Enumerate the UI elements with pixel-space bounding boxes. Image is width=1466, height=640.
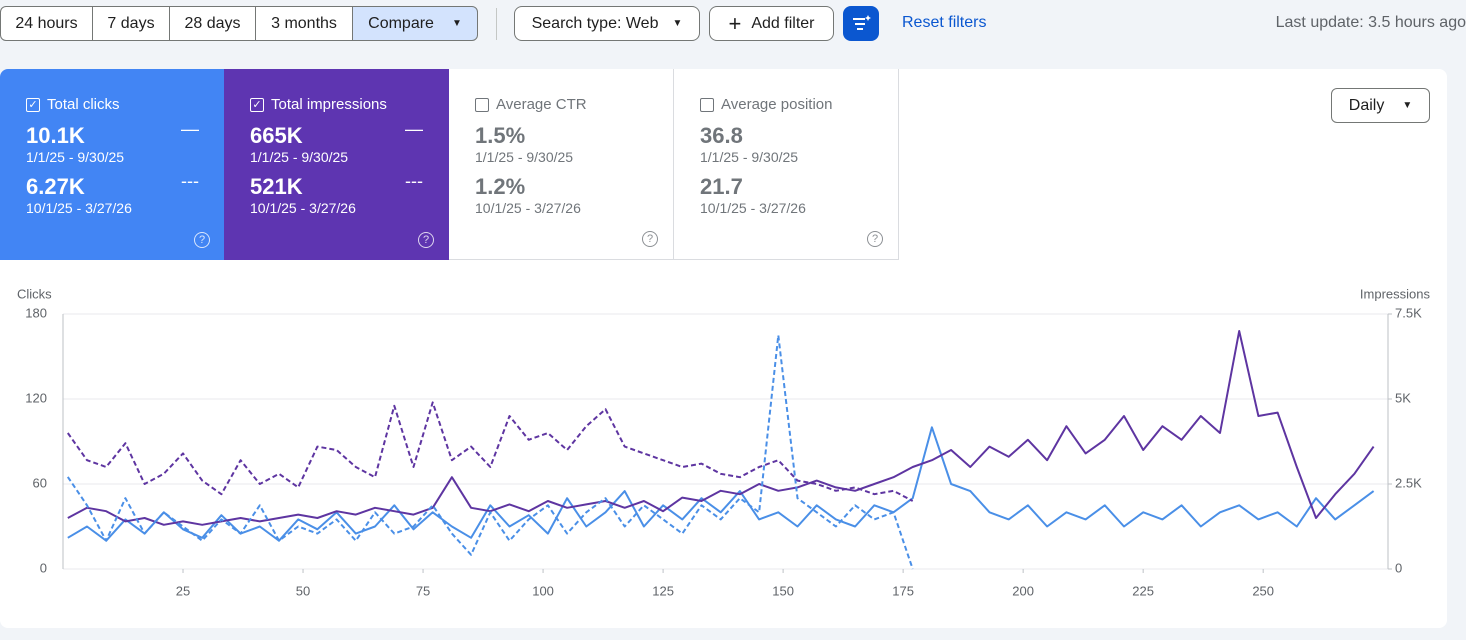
- metric-range: 1/1/25 - 9/30/25: [250, 149, 349, 165]
- series-line: [66, 334, 914, 570]
- compare-button[interactable]: Compare ▼: [352, 6, 478, 41]
- y-tick-label: 120: [25, 390, 47, 405]
- metric-range: 10/1/25 - 3/27/26: [26, 200, 132, 216]
- last-update: Last update: 3.5 hours ago: [1275, 14, 1466, 31]
- metric-range: 1/1/25 - 9/30/25: [475, 149, 574, 165]
- x-tick-label: 100: [532, 583, 554, 598]
- metric-value: 21.7: [700, 174, 743, 199]
- x-tick-label: 250: [1252, 583, 1274, 598]
- y-tick-label: 180: [25, 305, 47, 320]
- metric-range: 10/1/25 - 3/27/26: [250, 200, 356, 216]
- dashed-indicator: ---: [181, 171, 199, 191]
- checkbox: ✓: [26, 97, 40, 112]
- metric-range: 10/1/25 - 3/27/26: [700, 200, 806, 216]
- metric-label: Average position: [721, 96, 833, 113]
- metric-value: 665K: [250, 123, 303, 148]
- series-line: [67, 330, 1375, 526]
- solid-indicator: —: [181, 119, 199, 139]
- metric-label: Total impressions: [271, 96, 387, 113]
- metric-value: 36.8: [700, 123, 743, 148]
- y-axis-title: Clicks: [17, 286, 52, 301]
- x-tick-label: 25: [176, 583, 190, 598]
- caret: ▼: [672, 18, 683, 29]
- range-button[interactable]: 7 days: [92, 6, 170, 41]
- x-tick-label: 175: [892, 583, 914, 598]
- metric-value: 10.1K: [26, 123, 85, 148]
- metric-range: 1/1/25 - 9/30/25: [26, 149, 125, 165]
- help-icon[interactable]: ?: [642, 231, 658, 247]
- range-button[interactable]: 28 days: [169, 6, 256, 41]
- y2-tick-label: 0: [1395, 560, 1402, 575]
- metric-card[interactable]: Average CTR 1.5% 1/1/25 - 9/30/25 1.2% 1…: [449, 69, 674, 260]
- x-tick-label: 225: [1132, 583, 1154, 598]
- caret: ▼: [1402, 100, 1413, 111]
- add-filter-button[interactable]: + Add filter: [709, 6, 834, 41]
- metric-card[interactable]: ✓ Total clicks 10.1K 1/1/25 - 9/30/25 6.2…: [0, 69, 225, 260]
- checkbox: [700, 97, 714, 112]
- y2-tick-label: 7.5K: [1395, 305, 1422, 320]
- help-icon[interactable]: ?: [418, 232, 434, 248]
- granularity-text: Daily: [1348, 96, 1385, 114]
- metric-value: 6.27K: [26, 174, 85, 199]
- series-line: [66, 401, 914, 502]
- dashed-indicator: ---: [405, 171, 423, 191]
- help-icon[interactable]: ?: [867, 231, 883, 247]
- divider: [496, 8, 497, 40]
- filter-icon: [853, 15, 871, 30]
- performance-panel: ✓ Total clicks 10.1K 1/1/25 - 9/30/25 6.2…: [0, 69, 1447, 628]
- range-button[interactable]: 3 months: [255, 6, 353, 41]
- metric-value: 1.2%: [475, 174, 526, 199]
- metric-card[interactable]: Average position 36.8 1/1/25 - 9/30/25 2…: [674, 69, 899, 260]
- add-filter-text: Add filter: [751, 14, 815, 32]
- series-line: [67, 426, 1375, 542]
- metric-range: 1/1/25 - 9/30/25: [700, 149, 799, 165]
- x-tick-label: 150: [772, 583, 794, 598]
- granularity-dropdown[interactable]: Daily ▼: [1331, 88, 1430, 123]
- reset-filters[interactable]: Reset filters: [902, 14, 987, 31]
- x-tick-label: 125: [652, 583, 674, 598]
- help-icon[interactable]: ?: [194, 232, 210, 248]
- y-tick-label: 0: [40, 560, 47, 575]
- caret: ▼: [451, 18, 462, 29]
- compare-text: Compare: [368, 14, 434, 32]
- x-tick-label: 200: [1012, 583, 1034, 598]
- metric-value: 1.5%: [475, 123, 526, 148]
- range-button[interactable]: 24 hours: [0, 6, 93, 41]
- x-tick-label: 75: [416, 583, 430, 598]
- y2-tick-label: 5K: [1395, 390, 1411, 405]
- search-type-text: Search type: Web: [531, 14, 659, 32]
- checkbox: [475, 97, 489, 112]
- chart: Clicks Impressions 0 60 120 180 0 2.5K 5K 7.5K 2…: [17, 286, 1431, 598]
- x-tick-label: 50: [296, 583, 310, 598]
- metric-label: Average CTR: [496, 96, 587, 113]
- solid-indicator: —: [405, 119, 423, 139]
- y-tick-label: 60: [33, 475, 47, 490]
- y2-axis-title: Impressions: [1360, 286, 1431, 301]
- checkbox: ✓: [250, 97, 264, 112]
- metric-card[interactable]: ✓ Total impressions 665K 1/1/25 - 9/30/25…: [224, 69, 449, 260]
- metric-label: Total clicks: [47, 96, 120, 113]
- y2-tick-label: 2.5K: [1395, 475, 1422, 490]
- filter-icon-button[interactable]: [843, 6, 879, 41]
- search-type-button[interactable]: Search type: Web ▼: [514, 6, 700, 41]
- metric-value: 521K: [250, 174, 303, 199]
- metric-range: 10/1/25 - 3/27/26: [475, 200, 581, 216]
- plus-icon: +: [728, 10, 742, 36]
